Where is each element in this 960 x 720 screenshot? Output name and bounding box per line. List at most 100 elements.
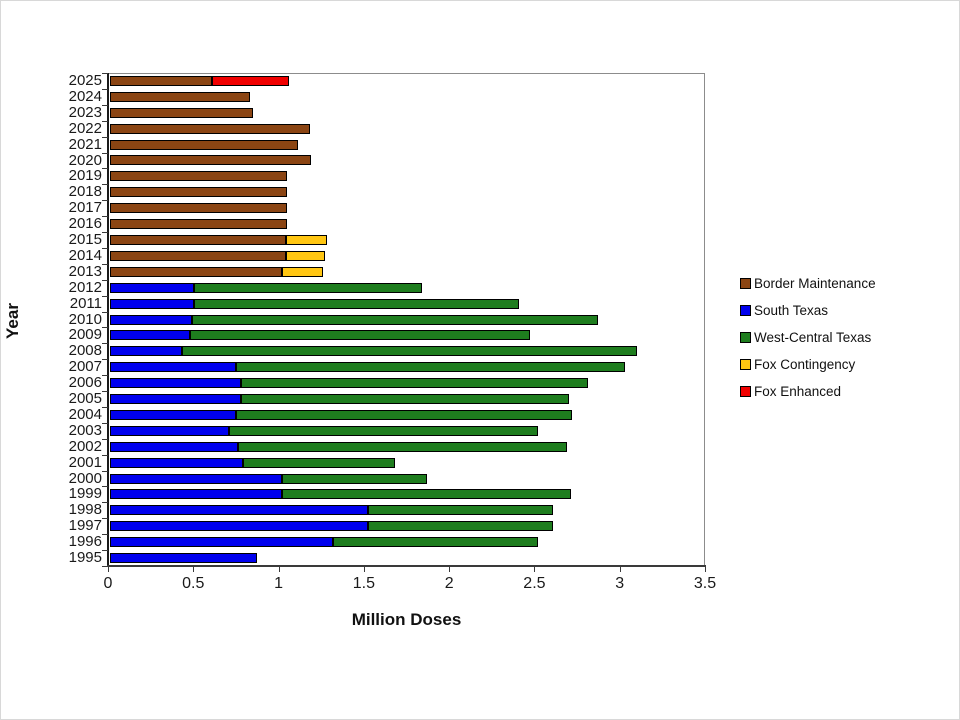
bar-segment-2013-fox-contingency — [282, 266, 324, 277]
y-category-label: 2008 — [68, 342, 102, 360]
y-category-label: 2013 — [68, 262, 102, 280]
x-tick — [363, 566, 365, 572]
bar-segment-1999-south-texas — [110, 489, 283, 500]
y-category-label: 2011 — [69, 294, 102, 312]
x-tick-label: 1.5 — [352, 575, 375, 592]
y-tick — [102, 263, 108, 265]
bar-segment-1997-west-central-texas — [367, 521, 554, 532]
bar-segment-1998-west-central-texas — [367, 505, 554, 516]
x-tick-label: 0.5 — [182, 575, 205, 592]
bar-segment-1996-south-texas — [110, 537, 334, 548]
x-tick-label: 2 — [444, 575, 454, 592]
y-category-label: 1997 — [68, 517, 102, 535]
y-tick — [102, 311, 108, 313]
x-tick-label: 3.5 — [693, 575, 717, 592]
bar-segment-2007-south-texas — [110, 362, 237, 373]
y-tick — [102, 470, 108, 472]
bar-segment-2002-south-texas — [110, 441, 238, 452]
y-category-label: 2003 — [68, 421, 102, 439]
legend-item-west-central-texas: West-Central Texas — [740, 330, 876, 345]
bar-segment-2016-border-maintenance — [110, 219, 288, 230]
x-tick — [278, 566, 280, 572]
y-tick — [102, 136, 108, 138]
bar-segment-2021-border-maintenance — [110, 139, 298, 150]
bar-segment-2020-border-maintenance — [110, 155, 312, 166]
bar-segment-2022-border-maintenance — [110, 123, 310, 134]
x-tick — [449, 566, 451, 572]
bar-segment-2013-border-maintenance — [110, 266, 283, 277]
y-tick — [102, 343, 108, 345]
y-category-label: 2015 — [68, 231, 102, 249]
y-tick — [102, 200, 108, 202]
bar-segment-2004-south-texas — [110, 409, 237, 420]
y-category-label: 2014 — [68, 246, 102, 264]
bar-segment-2015-border-maintenance — [110, 234, 286, 245]
y-category-label: 2007 — [68, 358, 102, 376]
y-category-label: 2012 — [68, 278, 102, 296]
legend: Border Maintenance South Texas West-Centra… — [740, 276, 876, 411]
y-tick — [102, 216, 108, 218]
y-tick — [102, 73, 108, 74]
bar-segment-1996-west-central-texas — [333, 537, 539, 548]
bar-segment-1995-south-texas — [110, 553, 257, 564]
bar-segment-2005-south-texas — [110, 394, 242, 405]
y-tick — [102, 518, 108, 520]
legend-item-fox-enhanced: Fox Enhanced — [740, 383, 876, 399]
y-tick — [102, 104, 108, 106]
y-tick — [102, 247, 108, 249]
y-tick — [102, 120, 108, 122]
y-category-label: 1996 — [68, 533, 102, 551]
bar-segment-2003-west-central-texas — [229, 425, 539, 436]
bar-segment-2012-west-central-texas — [193, 282, 423, 293]
bar-segment-2012-south-texas — [110, 282, 194, 293]
bar-segment-2014-fox-contingency — [285, 250, 325, 261]
legend-label: Fox Enhanced — [754, 383, 842, 399]
bar-segment-2008-south-texas — [110, 346, 182, 357]
bar-segment-2024-border-maintenance — [110, 91, 250, 102]
bar-segment-2000-south-texas — [110, 473, 283, 484]
y-tick — [102, 438, 108, 440]
y-category-label: 2025 — [68, 72, 102, 89]
y-tick — [102, 502, 108, 504]
x-tick-label: 2.5 — [523, 575, 546, 592]
bar-segment-2001-south-texas — [110, 457, 244, 468]
y-tick — [102, 168, 108, 170]
bar-segment-2015-fox-contingency — [285, 234, 327, 245]
y-category-label: 2020 — [68, 151, 102, 169]
y-tick — [102, 279, 108, 281]
x-tick-label: 1 — [274, 575, 284, 592]
y-category-label: 2001 — [68, 453, 102, 471]
y-tick — [102, 454, 108, 456]
bar-segment-2006-west-central-texas — [241, 378, 588, 389]
y-category-label: 2017 — [68, 199, 102, 217]
y-category-label: 1995 — [68, 549, 102, 567]
y-tick — [102, 375, 108, 377]
legend-item-border-maintenance: Border Maintenance — [740, 276, 876, 291]
legend-swatch-icon — [740, 277, 751, 289]
y-category-label: 2009 — [68, 326, 102, 344]
bar-segment-2011-west-central-texas — [193, 298, 520, 309]
x-axis-title: Million Doses — [351, 610, 462, 629]
y-category-label: 2024 — [68, 87, 102, 105]
legend-swatch-icon — [740, 304, 751, 316]
y-category-label: 2010 — [68, 310, 102, 328]
y-tick — [102, 359, 108, 361]
bar-segment-2002-west-central-texas — [237, 441, 568, 452]
x-tick — [705, 566, 706, 572]
y-category-label: 1999 — [68, 485, 102, 503]
legend-swatch-icon — [740, 358, 751, 370]
bar-segment-2006-south-texas — [110, 378, 242, 389]
y-tick — [102, 152, 108, 154]
bar-segment-2010-south-texas — [110, 314, 192, 325]
x-tick — [534, 566, 536, 572]
y-tick — [102, 486, 108, 488]
x-tick — [619, 566, 621, 572]
legend-item-south-texas: South Texas — [740, 303, 876, 318]
y-category-label: 2006 — [68, 374, 102, 392]
bar-segment-2000-west-central-texas — [282, 473, 428, 484]
y-category-label: 2019 — [68, 167, 102, 185]
x-axis-line — [107, 565, 706, 567]
legend-swatch-icon — [740, 385, 751, 397]
y-category-label: 2005 — [68, 390, 102, 408]
y-category-label: 1998 — [68, 501, 102, 519]
